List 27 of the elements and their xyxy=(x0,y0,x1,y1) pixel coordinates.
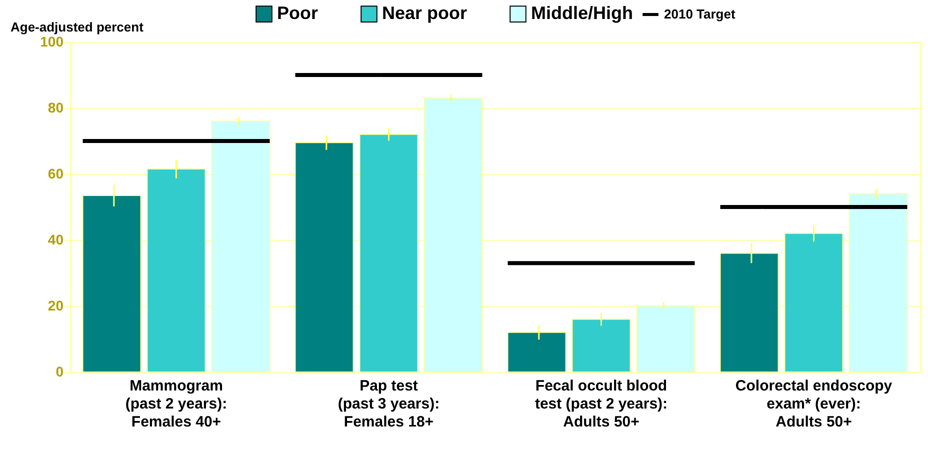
x-tick-label: Pap test (past 3 years): Females 18+ xyxy=(338,378,440,430)
legend-label: 2010 Target xyxy=(664,6,736,22)
bar xyxy=(211,120,270,372)
bar xyxy=(146,168,206,372)
x-tick-label: Mammogram (past 2 years): Females 40+ xyxy=(125,378,228,430)
bar xyxy=(720,252,779,372)
bar xyxy=(784,232,844,372)
y-tick-label: 20 xyxy=(48,298,64,314)
bar xyxy=(359,134,418,372)
bar xyxy=(294,142,354,372)
bar xyxy=(507,332,566,372)
bar xyxy=(572,318,631,372)
bar xyxy=(848,193,908,372)
y-tick-label: 40 xyxy=(48,232,64,248)
y-tick-label: 60 xyxy=(48,166,64,182)
y-tick-label: 100 xyxy=(40,34,64,50)
y-tick-label: 0 xyxy=(56,364,64,380)
bar xyxy=(424,98,483,372)
x-tick-label: Colorectal endoscopy exam* (ever): Adults 50+ xyxy=(735,378,893,430)
bar xyxy=(636,306,696,372)
bar xyxy=(82,194,142,372)
legend-label: Poor xyxy=(277,3,318,24)
legend-label: Near poor xyxy=(382,3,468,24)
x-tick-label: Fecal occult blood test (past 2 years): Adults 50+ xyxy=(534,378,668,430)
y-axis-title: Age-adjusted percent xyxy=(10,20,144,34)
y-tick-label: 80 xyxy=(48,100,64,116)
legend-label: Middle/High xyxy=(531,3,633,24)
